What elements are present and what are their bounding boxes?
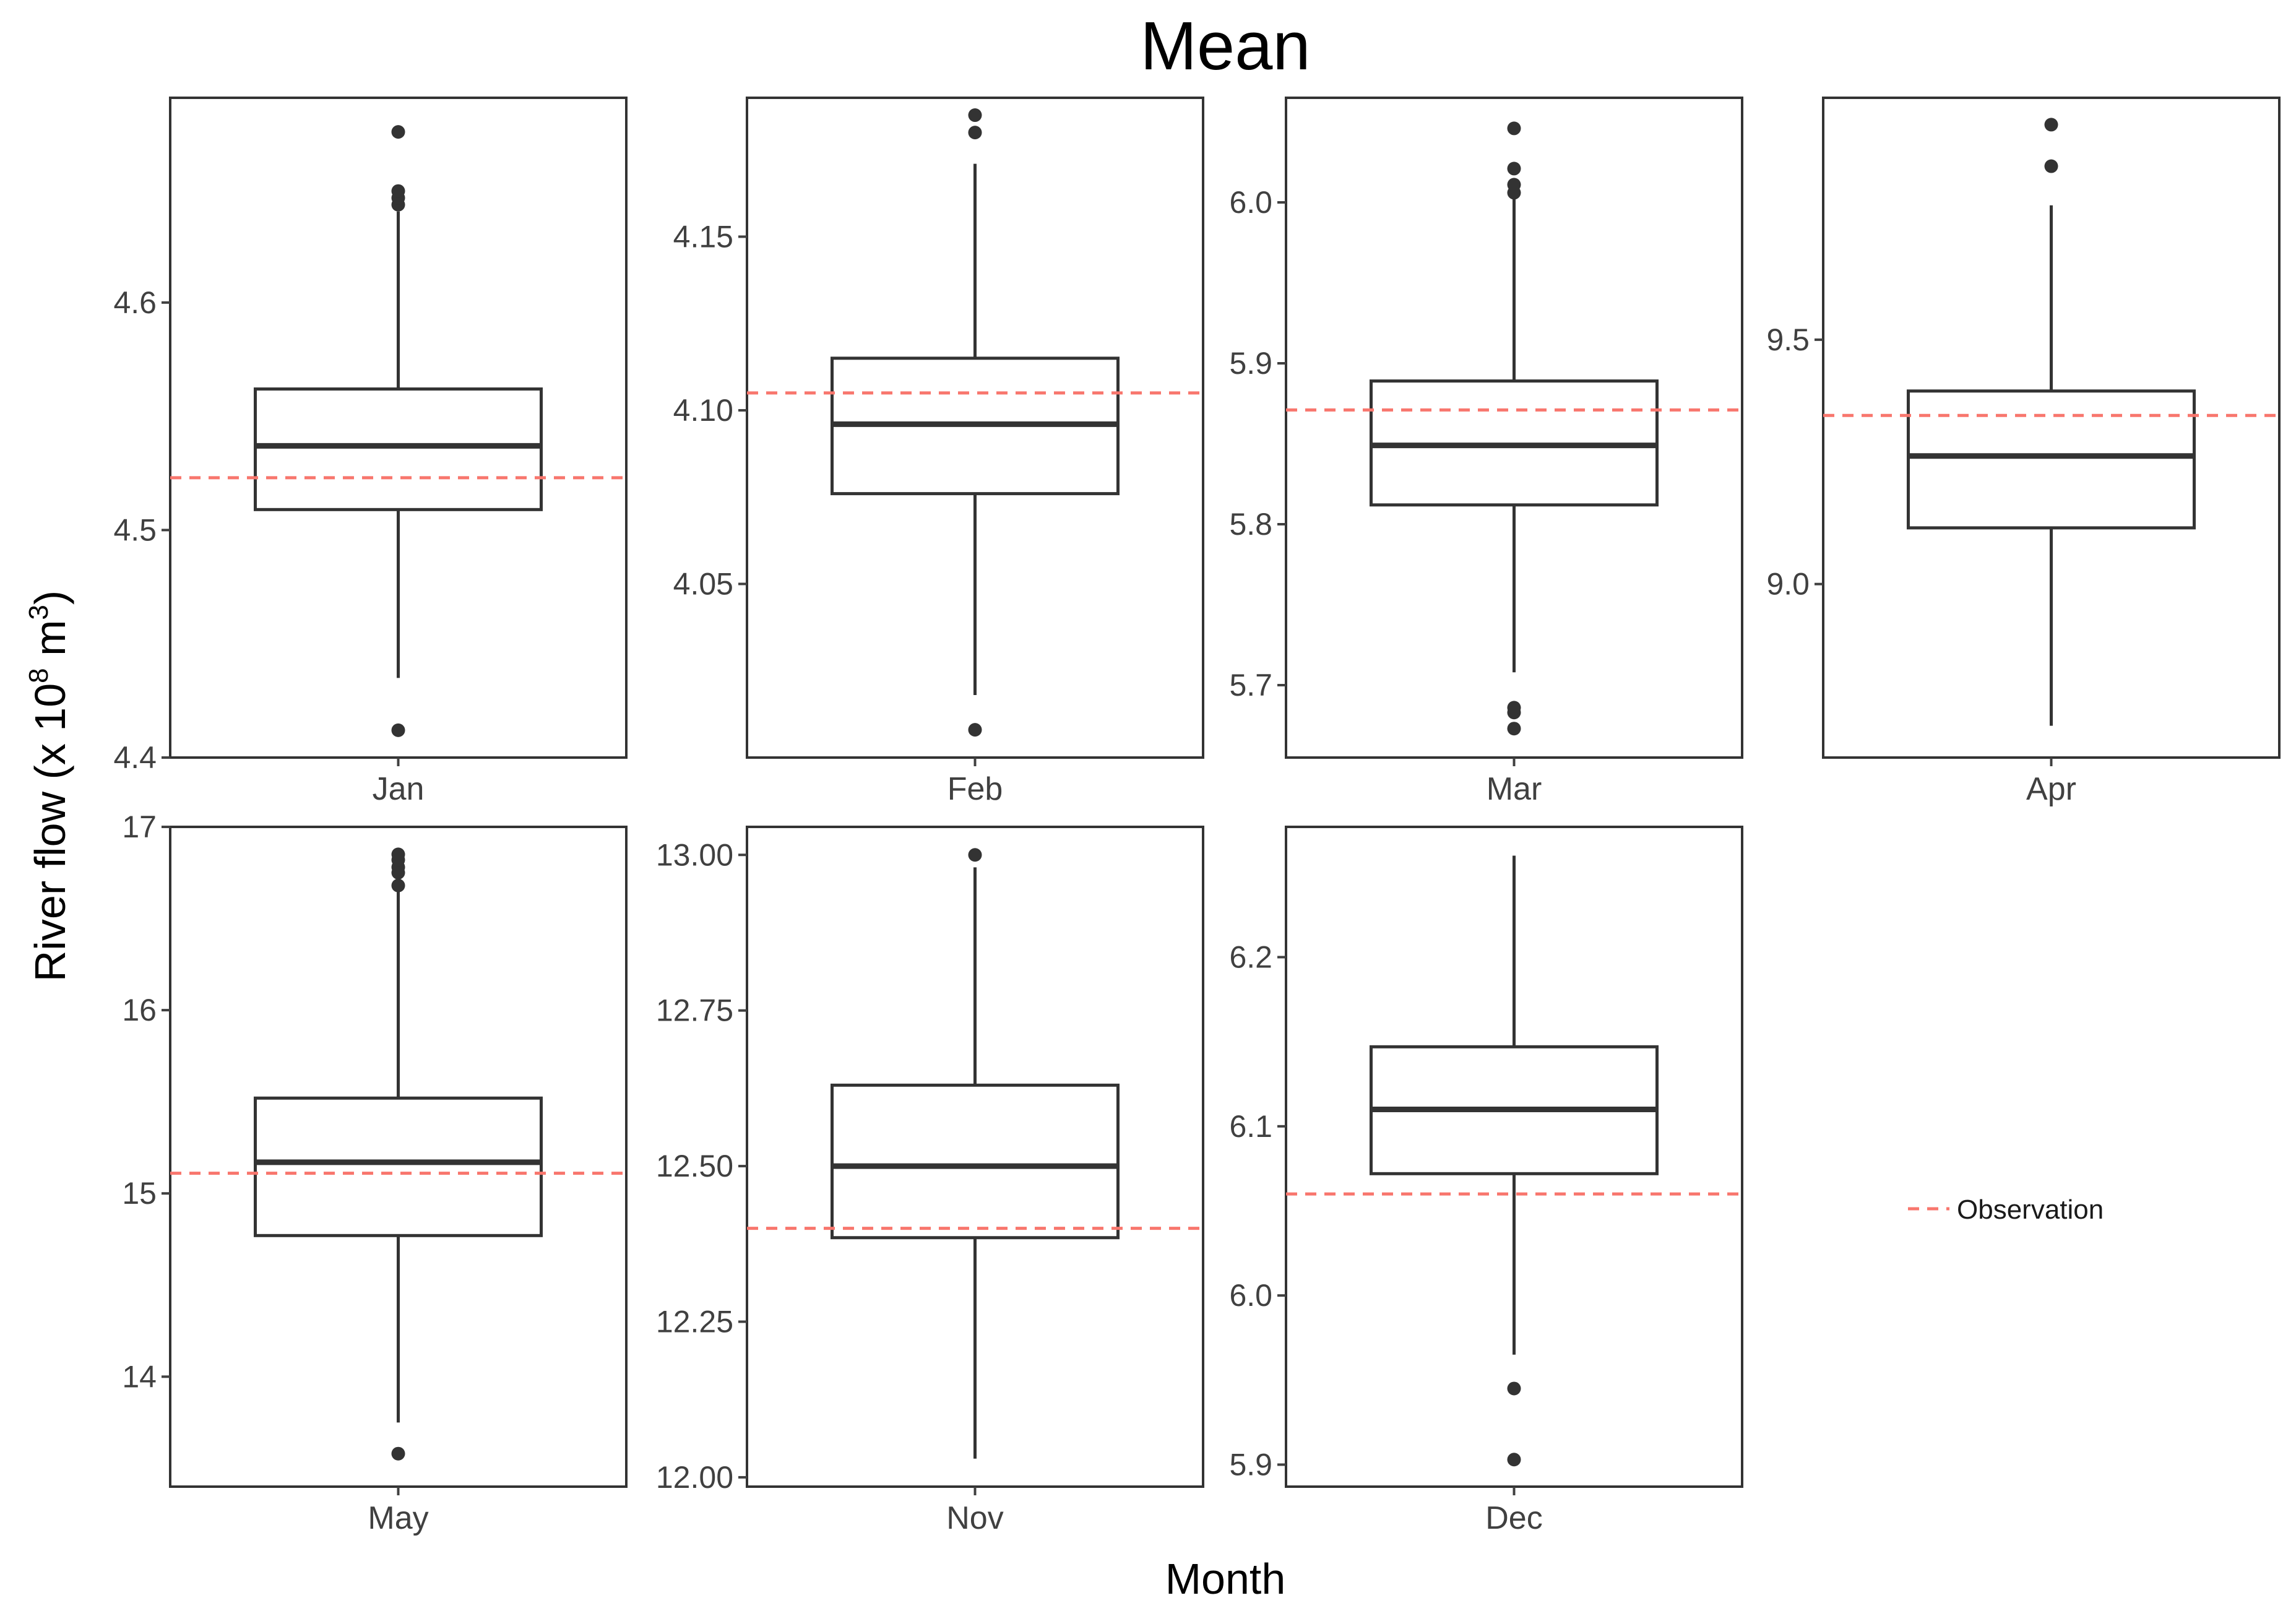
y-tick-label: 4.05 [673,566,733,601]
y-tick-label: 5.9 [1229,346,1272,381]
x-tick-label-nov: Nov [946,1500,1003,1536]
y-tick-label: 6.1 [1229,1109,1272,1144]
y-axis-title-exponent-1: 8 [24,668,54,683]
outlier-point [968,723,982,737]
y-tick-label: 4.15 [673,219,733,254]
y-tick-label: 5.7 [1229,668,1272,702]
iqr-box [1907,389,2196,530]
outlier-point [1507,701,1521,715]
y-tick-label: 15 [122,1176,157,1211]
y-tick-label: 9.0 [1766,567,1810,602]
y-tick-label: 17 [122,810,157,844]
y-tick-label: 16 [122,993,157,1027]
y-tick-label: 12.75 [656,993,733,1028]
y-tick-label: 12.00 [656,1460,733,1495]
iqr-box [254,387,543,511]
x-tick-label-jan: Jan [373,771,425,807]
y-axis-title: River flow (x 108 m3) [24,590,74,982]
y-tick-label: 6.0 [1229,185,1272,220]
y-tick-label: 12.50 [656,1149,733,1183]
outlier-point [1507,1381,1521,1396]
outlier-point [968,848,982,862]
x-tick-label-mar: Mar [1487,771,1542,807]
panel-jan: 4.4 4.5 4.6 Jan [113,97,628,807]
y-tick-label: 5.8 [1229,507,1272,542]
legend: Observation [1908,1195,2104,1225]
outlier-point [2044,159,2058,173]
panel-feb: 4.05 4.10 4.15 Feb [673,97,1204,807]
y-tick-label: 4.4 [113,740,157,775]
y-tick-label: 9.5 [1766,322,1810,357]
outlier-point [1507,162,1521,176]
panel-apr: 9.0 9.5 Apr [1766,97,2281,807]
outlier-point [391,847,405,862]
x-tick-label-feb: Feb [947,771,1003,807]
x-tick-label-dec: Dec [1485,1500,1542,1536]
outlier-point [391,125,405,139]
y-tick-label: 6.2 [1229,940,1272,974]
outlier-point [391,723,405,737]
outlier-point [1507,121,1521,136]
x-tick-label-may: May [368,1500,428,1536]
outlier-point [1507,722,1521,736]
y-tick-label: 5.9 [1229,1447,1272,1482]
x-tick-label-apr: Apr [2026,771,2076,807]
y-axis-title-prefix: River flow (x 10 [26,683,74,982]
y-axis-title-suffix: ) [26,590,74,605]
iqr-box [831,1083,1120,1240]
y-tick-label: 14 [122,1359,157,1394]
y-axis-title-middle: m [26,620,74,668]
panel-nov: 12.00 12.25 12.50 12.75 13.00 Nov [656,826,1204,1536]
legend-label-observation: Observation [1957,1195,2104,1225]
y-tick-label: 4.10 [673,393,733,428]
outlier-point [391,184,405,198]
panel-dec: 5.9 6.0 6.1 6.2 Dec [1229,826,1743,1536]
y-tick-label: 4.6 [113,285,157,320]
outlier-point [391,878,405,892]
y-tick-label: 13.00 [656,837,733,872]
y-tick-label: 12.25 [656,1305,733,1339]
y-axis-title-exponent-2: 3 [24,605,54,620]
y-tick-label: 6.0 [1229,1278,1272,1313]
outlier-point [1507,178,1521,192]
panel-mar: 5.7 5.8 5.9 6.0 Mar [1229,97,1743,807]
outlier-point [968,108,982,123]
x-axis-title: Month [1165,1555,1286,1603]
y-tick-label: 4.5 [113,512,157,547]
outlier-point [1507,1453,1521,1467]
panel-grid: 4.4 4.5 4.6 Jan 4.05 4.10 4.15 Feb 5.7 5.8 5.9 6.0 M… [113,97,2281,1536]
panel-may: 14 15 16 17 May [122,810,628,1536]
outlier-point [2044,118,2058,132]
outlier-point [968,126,982,140]
iqr-box [254,1096,543,1237]
outlier-point [391,1446,405,1461]
chart-title: Mean [1140,8,1310,84]
